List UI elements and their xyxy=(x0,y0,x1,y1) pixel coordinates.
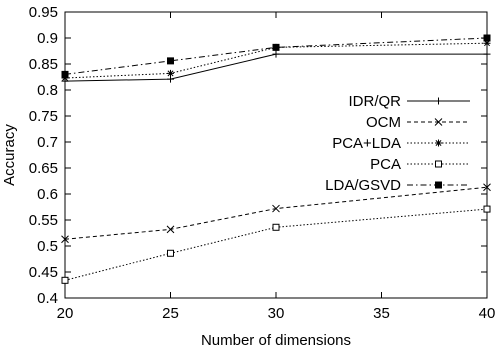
y-tick-label: 0.7 xyxy=(37,134,58,151)
legend-marker xyxy=(435,97,442,105)
series-ocm xyxy=(61,183,491,244)
series-pca xyxy=(61,205,491,284)
data-point xyxy=(61,70,69,78)
y-tick-label: 0.5 xyxy=(37,238,58,255)
legend-entry-ocm: OCM xyxy=(366,114,470,131)
data-point xyxy=(483,205,491,213)
y-tick-label: 0.9 xyxy=(37,30,58,47)
data-series xyxy=(61,34,491,284)
data-point xyxy=(61,74,69,82)
legend-label: OCM xyxy=(366,114,401,131)
y-tick-label: 0.45 xyxy=(29,264,58,281)
y-tick-label: 0.4 xyxy=(37,290,58,307)
series-line-ocm xyxy=(64,186,488,240)
y-tick-label: 0.65 xyxy=(29,160,58,177)
data-point xyxy=(483,50,491,58)
legend-label: PCA+LDA xyxy=(332,135,401,152)
y-axis-title: Accuracy xyxy=(1,124,18,186)
legend-entry-idr-qr: IDR/QR xyxy=(349,93,470,110)
series-line-idr-qr xyxy=(64,53,487,82)
legend-label: LDA/GSVD xyxy=(325,177,401,194)
legend-marker xyxy=(435,139,442,147)
y-tick-label: 0.55 xyxy=(29,212,58,229)
legend-entry-pca: PCA xyxy=(370,156,470,173)
x-tick-label: 25 xyxy=(162,305,179,322)
x-axis-title: Number of dimensions xyxy=(201,332,351,349)
x-tick-label: 40 xyxy=(479,305,496,322)
data-point xyxy=(61,276,69,284)
series-line-pca xyxy=(64,208,488,281)
legend-label: IDR/QR xyxy=(349,93,402,110)
data-point xyxy=(167,69,174,77)
data-point xyxy=(483,39,491,47)
legend: IDR/QR OCM PCA+LDA PCA LDA/GSVD xyxy=(325,93,470,194)
legend-label: PCA xyxy=(370,156,401,173)
y-tick-label: 0.6 xyxy=(37,186,58,203)
series-lda-gsvd xyxy=(61,34,491,78)
x-tick-label: 20 xyxy=(57,305,74,322)
legend-entry-lda-gsvd: LDA/GSVD xyxy=(325,177,470,194)
data-point xyxy=(167,249,174,257)
x-tick-label: 30 xyxy=(268,305,285,322)
data-point xyxy=(483,183,491,192)
tick-marks: 0.4 0.45 0.5 0.55 0.6 0.65 0.7 0.75 0.8 0.85 0.9 0.… xyxy=(29,4,496,322)
data-point xyxy=(167,57,174,65)
data-point xyxy=(166,225,175,234)
y-tick-label: 0.75 xyxy=(29,108,58,125)
data-point xyxy=(272,223,280,231)
legend-marker xyxy=(434,118,443,126)
data-point xyxy=(483,34,491,42)
series-line-pca-lda xyxy=(64,42,488,79)
data-point xyxy=(272,204,280,213)
data-point xyxy=(272,43,280,51)
y-tick-label: 0.85 xyxy=(29,56,58,73)
data-point xyxy=(61,235,69,244)
legend-marker xyxy=(435,181,442,189)
x-tick-label: 35 xyxy=(373,305,390,322)
series-idr-qr xyxy=(61,50,491,85)
legend-marker xyxy=(435,160,442,168)
y-tick-label: 0.95 xyxy=(29,4,58,21)
y-tick-label: 0.8 xyxy=(37,82,58,99)
legend-entry-pca-lda: PCA+LDA xyxy=(332,135,470,152)
data-point xyxy=(272,50,280,58)
